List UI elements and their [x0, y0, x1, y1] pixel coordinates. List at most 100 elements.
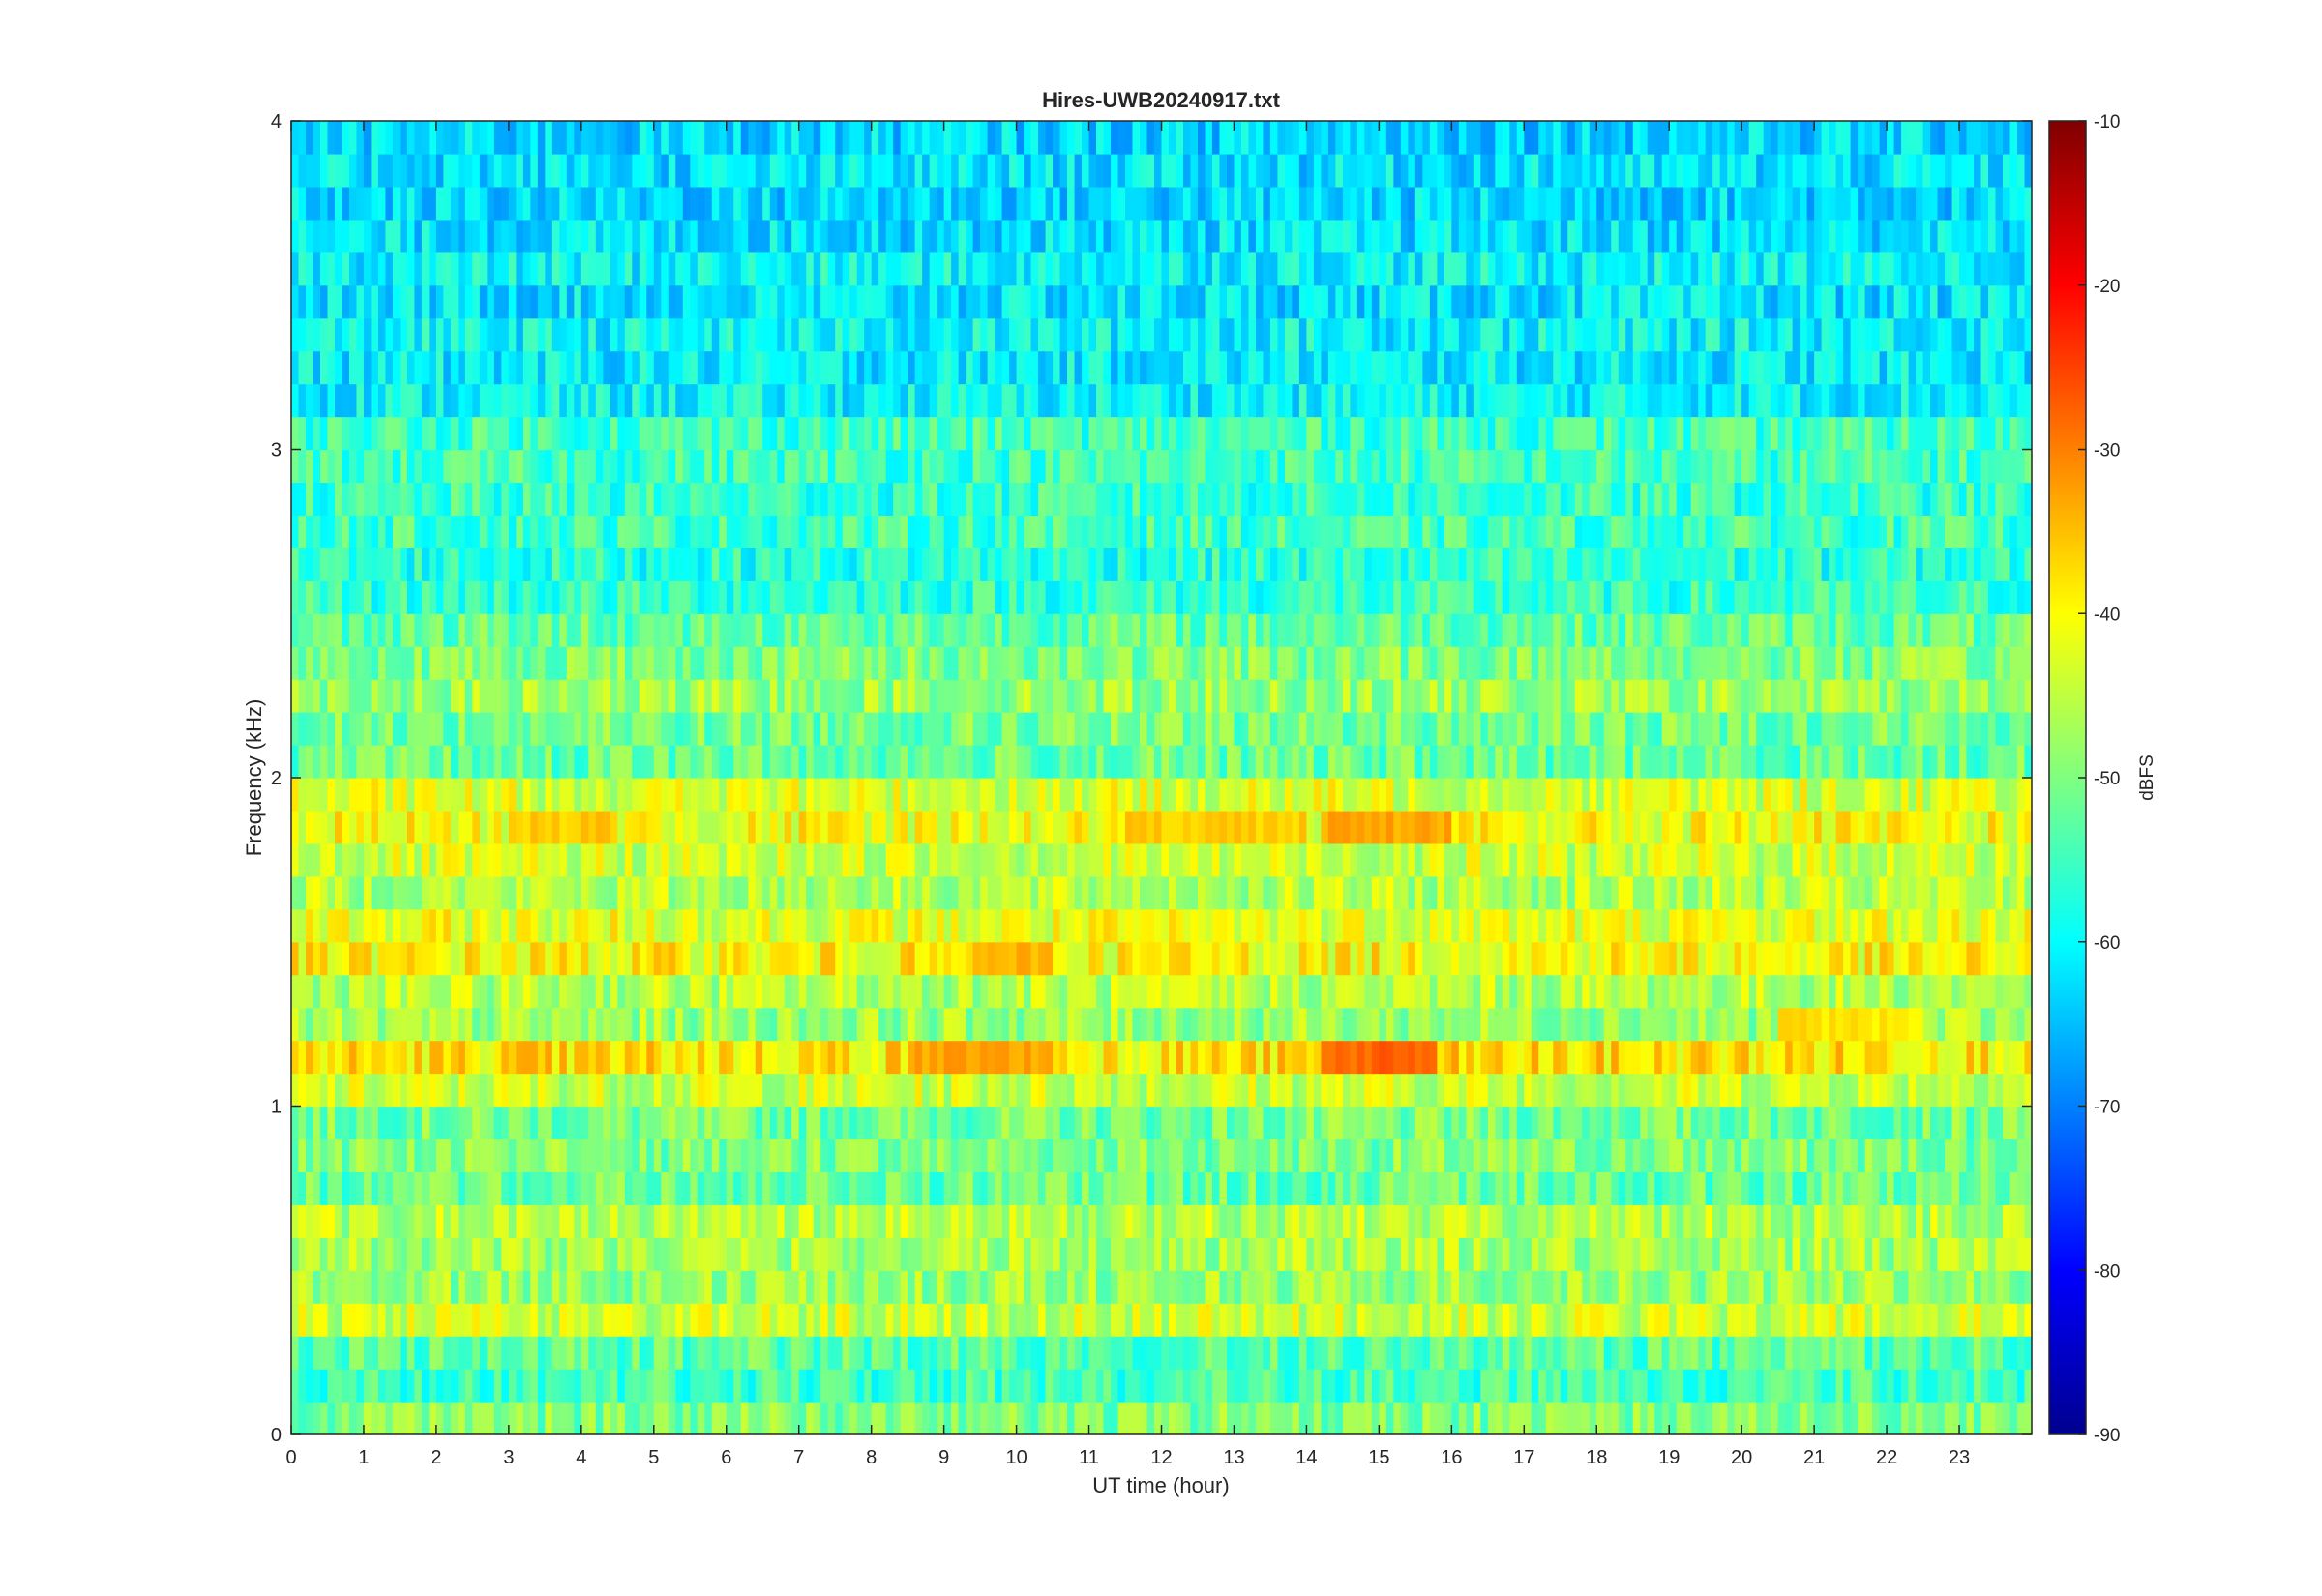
heatmap-cell: [1140, 1336, 1148, 1370]
heatmap-cell: [1756, 1402, 1765, 1434]
heatmap-cell: [1466, 778, 1474, 812]
heatmap-cell: [1088, 908, 1097, 943]
heatmap-cell: [1742, 1106, 1750, 1140]
heatmap-cell: [914, 908, 923, 943]
heatmap-cell: [1487, 842, 1496, 877]
heatmap-cell: [400, 1303, 408, 1337]
heatmap-cell: [516, 1336, 524, 1370]
heatmap-cell: [516, 1138, 524, 1172]
heatmap-cell: [1038, 810, 1047, 844]
heatmap-cell: [682, 1171, 691, 1205]
heatmap-cell: [798, 908, 807, 943]
heatmap-cell: [1211, 1336, 1221, 1370]
heatmap-cell: [1038, 1138, 1047, 1172]
heatmap-cell: [1545, 1106, 1554, 1140]
heatmap-cell: [1284, 842, 1294, 877]
heatmap-cell: [1683, 1303, 1692, 1337]
heatmap-cell: [566, 1237, 575, 1271]
heatmap-cell: [1756, 778, 1765, 812]
heatmap-cell: [1683, 875, 1692, 910]
heatmap-cell: [777, 1040, 786, 1075]
heatmap-cell: [1263, 974, 1271, 1009]
heatmap-cell: [458, 1007, 466, 1042]
heatmap-cell: [1059, 1237, 1068, 1271]
heatmap-cell: [1140, 810, 1148, 844]
heatmap-cell: [479, 1073, 488, 1108]
heatmap-cell: [2024, 842, 2032, 877]
heatmap-cell: [1277, 745, 1286, 779]
heatmap-cell: [878, 941, 887, 976]
heatmap-cell: [1182, 1106, 1192, 1140]
heatmap-cell: [501, 1303, 510, 1337]
heatmap-cell: [1393, 908, 1402, 943]
heatmap-cell: [943, 1204, 952, 1238]
heatmap-cell: [762, 1303, 771, 1337]
heatmap-cell: [1821, 1007, 1830, 1042]
heatmap-cell: [1560, 1040, 1568, 1075]
heatmap-cell: [1269, 1106, 1279, 1140]
heatmap-cell: [1995, 875, 2004, 910]
heatmap-cell: [842, 1040, 850, 1075]
heatmap-cell: [980, 1270, 989, 1304]
heatmap-cell: [1951, 1040, 1960, 1075]
heatmap-cell: [762, 1402, 771, 1434]
heatmap-cell: [1538, 810, 1547, 844]
heatmap-cell: [1111, 1040, 1119, 1075]
heatmap-cell: [1930, 1336, 1939, 1370]
heatmap-cell: [1117, 1171, 1126, 1205]
heatmap-cell: [1698, 1073, 1707, 1108]
heatmap-cell: [1466, 1073, 1474, 1108]
heatmap-cell: [617, 1171, 626, 1205]
heatmap-cell: [1111, 974, 1119, 1009]
heatmap-cell: [1908, 778, 1917, 812]
heatmap-cell: [1922, 974, 1931, 1009]
heatmap-cell: [1059, 1369, 1068, 1403]
heatmap-cell: [1640, 974, 1649, 1009]
heatmap-cell: [305, 908, 314, 943]
heatmap-cell: [348, 1073, 358, 1108]
heatmap-cell: [334, 1336, 343, 1370]
heatmap-cell: [704, 1402, 713, 1434]
heatmap-cell: [1053, 1138, 1061, 1172]
heatmap-cell: [1379, 941, 1387, 976]
heatmap-cell: [1182, 1073, 1192, 1108]
heatmap-cell: [1321, 1303, 1329, 1337]
heatmap-cell: [1096, 1369, 1105, 1403]
heatmap-cell: [566, 1171, 575, 1205]
heatmap-cell: [842, 1237, 850, 1271]
heatmap-cell: [1509, 842, 1518, 877]
heatmap-cell: [777, 778, 786, 812]
heatmap-cell: [856, 778, 865, 812]
heatmap-cell: [1385, 842, 1394, 877]
heatmap-cell: [551, 1007, 560, 1042]
heatmap-cell: [1473, 1270, 1481, 1304]
heatmap-cell: [1937, 1237, 1946, 1271]
heatmap-cell: [675, 1270, 684, 1304]
heatmap-cell: [537, 1073, 546, 1108]
heatmap-cell: [987, 1270, 996, 1304]
heatmap-cell: [1966, 1336, 1975, 1370]
heatmap-cell: [929, 1171, 938, 1205]
heatmap-cell: [675, 810, 684, 844]
heatmap-cell: [1800, 1270, 1808, 1304]
heatmap-cell: [755, 908, 763, 943]
heatmap-cell: [733, 974, 742, 1009]
heatmap-cell: [458, 1040, 466, 1075]
heatmap-cell: [522, 1007, 531, 1042]
heatmap-cell: [1792, 1270, 1801, 1304]
heatmap-cell: [1356, 1336, 1365, 1370]
heatmap-cell: [1995, 842, 2004, 877]
heatmap-cell: [1306, 1106, 1315, 1140]
heatmap-cell: [1858, 908, 1866, 943]
heatmap-cell: [1879, 1171, 1888, 1205]
heatmap-cell: [1284, 974, 1294, 1009]
heatmap-cell: [1111, 1204, 1119, 1238]
heatmap-cell: [551, 1106, 560, 1140]
heatmap-cell: [1342, 1007, 1351, 1042]
heatmap-cell: [639, 1204, 647, 1238]
heatmap-cell: [1835, 1336, 1844, 1370]
heatmap-cell: [1611, 1007, 1620, 1042]
frequency-band: [291, 974, 2032, 1009]
heatmap-cell: [1096, 1303, 1105, 1337]
heatmap-cell: [1908, 810, 1917, 844]
